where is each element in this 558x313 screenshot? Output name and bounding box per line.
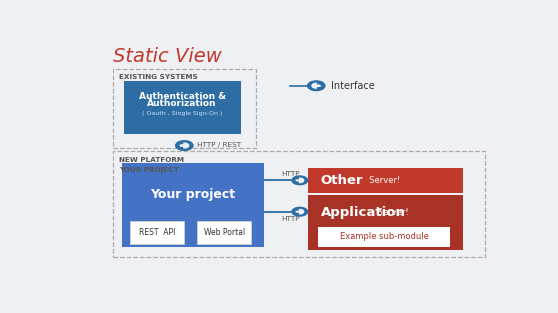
Text: ( Oauth , Single Sign-On ): ( Oauth , Single Sign-On ) bbox=[142, 111, 223, 116]
Text: Web Portal: Web Portal bbox=[204, 228, 245, 237]
Text: REST  API: REST API bbox=[139, 228, 176, 237]
Text: Static View: Static View bbox=[113, 47, 222, 66]
Circle shape bbox=[292, 207, 307, 216]
FancyBboxPatch shape bbox=[131, 221, 184, 244]
Text: Server!: Server! bbox=[364, 176, 400, 185]
FancyBboxPatch shape bbox=[307, 195, 463, 250]
Text: NEW PLATFORM: NEW PLATFORM bbox=[119, 157, 185, 163]
FancyBboxPatch shape bbox=[124, 81, 240, 134]
Circle shape bbox=[296, 209, 304, 214]
Text: HTTP: HTTP bbox=[282, 216, 300, 222]
Text: HTTP / REST: HTTP / REST bbox=[198, 142, 242, 148]
Text: Server!: Server! bbox=[374, 208, 408, 217]
Text: EXISTING SYSTEMS: EXISTING SYSTEMS bbox=[119, 74, 198, 80]
Text: Interface: Interface bbox=[331, 81, 375, 91]
Circle shape bbox=[292, 176, 307, 185]
FancyBboxPatch shape bbox=[307, 168, 463, 193]
FancyBboxPatch shape bbox=[319, 227, 450, 247]
Text: Authorization: Authorization bbox=[147, 99, 217, 108]
Circle shape bbox=[307, 81, 325, 90]
Circle shape bbox=[296, 178, 304, 182]
Text: HTTP: HTTP bbox=[282, 171, 300, 177]
Text: Authentication &: Authentication & bbox=[139, 92, 225, 101]
Circle shape bbox=[312, 83, 320, 88]
Text: YOUR PROJECT: YOUR PROJECT bbox=[119, 167, 179, 172]
Circle shape bbox=[176, 141, 193, 150]
FancyBboxPatch shape bbox=[122, 163, 264, 247]
FancyBboxPatch shape bbox=[198, 221, 251, 244]
Text: Application: Application bbox=[320, 206, 406, 219]
Text: Other: Other bbox=[320, 174, 363, 187]
Text: Your project: Your project bbox=[151, 188, 235, 201]
Text: Example sub-module: Example sub-module bbox=[340, 233, 429, 242]
Circle shape bbox=[180, 143, 189, 148]
